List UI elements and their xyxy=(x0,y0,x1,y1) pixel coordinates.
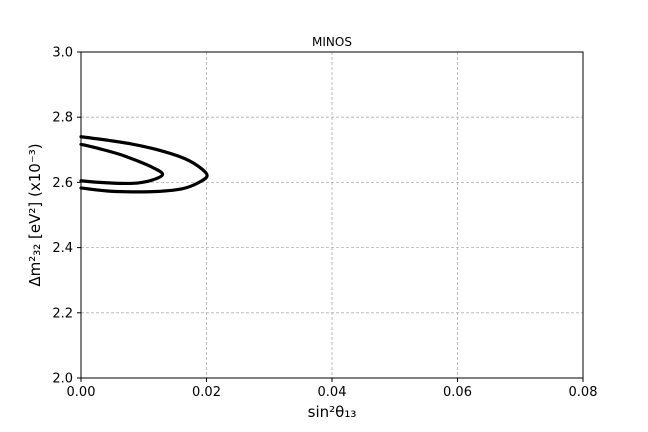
y-tick-label: 2.0 xyxy=(52,372,73,387)
tick-layer: 0.00 0.02 0.04 0.06 0.08 2.0 2.2 2.4 2.6 2.8 3.0 xyxy=(52,46,597,401)
y-tick-label: 2.4 xyxy=(52,241,73,256)
y-tick-label: 3.0 xyxy=(52,46,73,61)
grid-layer xyxy=(81,52,583,378)
x-axis-label: sin²θ₁₃ xyxy=(308,403,357,421)
x-tick-label: 0.04 xyxy=(318,385,347,400)
contour-series-2 xyxy=(79,135,209,194)
x-tick-label: 0.00 xyxy=(67,385,96,400)
contour-series-1 xyxy=(79,142,165,186)
x-tick-label: 0.08 xyxy=(569,385,598,400)
y-axis-label: Δm²₃₂ [eV²] (x10⁻³) xyxy=(26,143,44,286)
contour-layer xyxy=(79,135,209,194)
x-tick-label: 0.06 xyxy=(443,385,472,400)
y-tick-label: 2.6 xyxy=(52,176,73,191)
y-tick-label: 2.8 xyxy=(52,111,73,126)
x-tick-label: 0.02 xyxy=(192,385,221,400)
y-tick-label: 2.2 xyxy=(52,306,73,321)
chart-title: MINOS xyxy=(312,35,352,49)
